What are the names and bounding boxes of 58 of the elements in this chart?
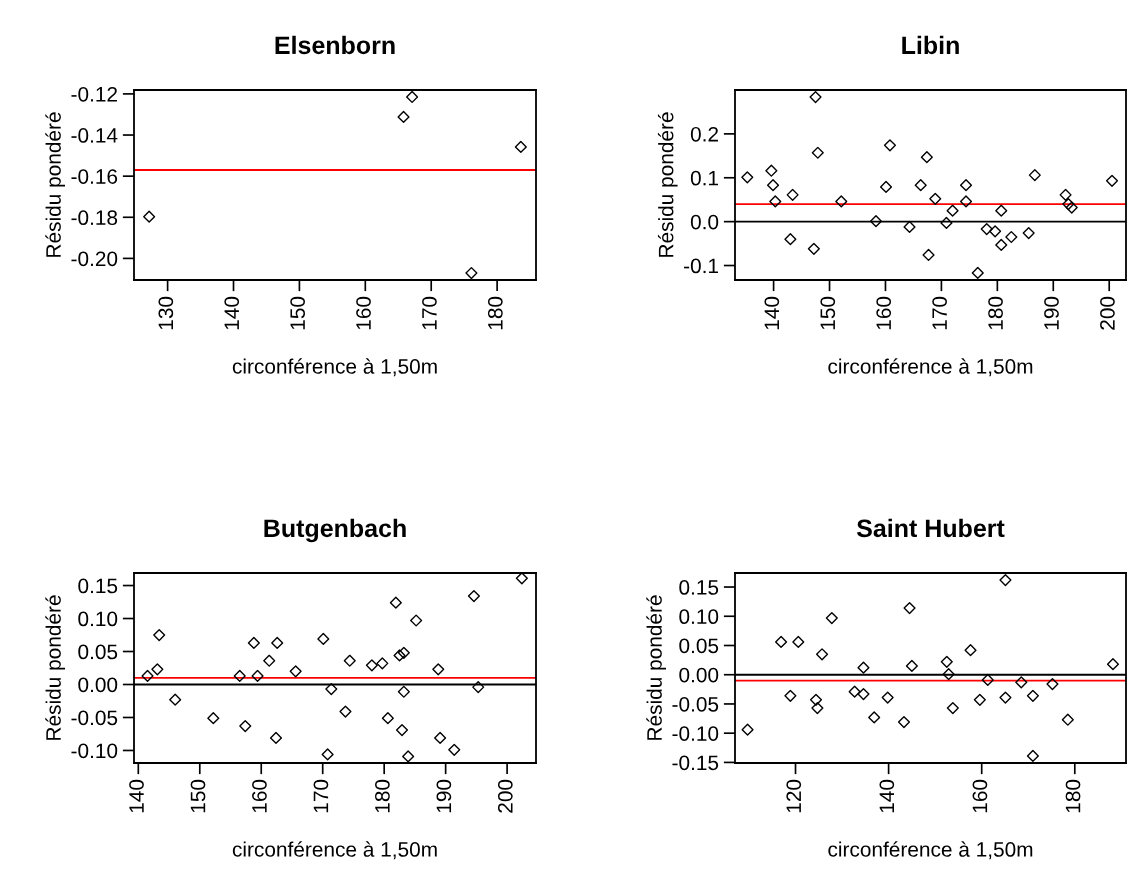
y-tick-label: 0.00 — [679, 667, 719, 683]
x-tick-label: 180 — [487, 296, 503, 330]
x-tick-label: 150 — [190, 779, 206, 813]
y-tick-label: -0.10 — [71, 743, 118, 759]
chart-title: Saint Hubert — [856, 518, 1005, 538]
y-tick-label: -0.12 — [71, 86, 117, 102]
x-tick-label: 170 — [313, 779, 329, 813]
x-tick-label: 200 — [1100, 296, 1115, 330]
y-tick-label: -0.05 — [672, 696, 719, 712]
y-tick-label: 0.10 — [679, 609, 719, 625]
y-tick-label: -0.1 — [684, 258, 719, 274]
y-axis-title: Résidu pondéré — [45, 112, 65, 257]
y-tick-label: 0.1 — [690, 170, 719, 186]
y-axis-title: Résidu pondéré — [45, 595, 65, 740]
x-axis-title: circonférence à 1,50m — [232, 841, 437, 860]
y-tick-label: 0.00 — [78, 677, 118, 693]
x-axis-title: circonférence à 1,50m — [828, 841, 1033, 860]
y-tick-label: -0.15 — [672, 755, 719, 771]
y-tick-label: 0.05 — [679, 638, 719, 654]
x-tick-label: 160 — [972, 779, 988, 813]
chart-title: Elsenborn — [275, 35, 395, 55]
y-tick-label: -0.16 — [71, 169, 118, 184]
x-tick-label: 140 — [129, 779, 144, 813]
chart-title: Libin — [902, 35, 959, 55]
y-tick-label: 0.05 — [78, 644, 118, 660]
y-tick-label: -0.10 — [672, 726, 719, 741]
x-tick-label: 150 — [820, 296, 836, 330]
x-tick-label: 140 — [879, 779, 895, 813]
x-tick-label: 180 — [375, 779, 390, 813]
x-tick-label: 150 — [290, 296, 306, 330]
y-tick-label: 0.0 — [690, 214, 719, 230]
x-tick-label: 160 — [356, 296, 371, 330]
x-tick-label: 190 — [436, 779, 452, 813]
x-tick-label: 180 — [1065, 779, 1081, 813]
x-axis-title: circonférence à 1,50m — [828, 358, 1033, 377]
x-tick-label: 190 — [1044, 296, 1059, 330]
y-tick-label: 0.2 — [690, 126, 718, 142]
x-tick-label: 170 — [422, 296, 437, 330]
x-tick-label: 140 — [764, 296, 780, 330]
y-axis-title: Résidu pondéré — [646, 595, 666, 740]
y-axis-title: Résidu pondéré — [657, 112, 678, 257]
x-tick-label: 120 — [786, 779, 802, 813]
y-tick-label: -0.05 — [71, 710, 118, 726]
chart-title: Butgenbach — [264, 518, 406, 543]
y-tick-label: -0.20 — [71, 251, 118, 267]
x-tick-label: 160 — [252, 779, 267, 813]
y-tick-label: 0.15 — [679, 580, 719, 595]
y-tick-label: 0.15 — [78, 578, 118, 594]
x-tick-label: 200 — [497, 779, 513, 813]
x-tick-label: 170 — [932, 296, 947, 330]
x-tick-label: 130 — [158, 296, 174, 330]
x-tick-label: 140 — [224, 296, 240, 330]
x-axis-title: circonférence à 1,50m — [232, 358, 437, 377]
x-tick-label: 160 — [876, 296, 892, 330]
y-tick-label: 0.10 — [78, 611, 118, 627]
x-tick-label: 180 — [988, 296, 1003, 330]
y-tick-label: -0.18 — [71, 210, 118, 226]
y-tick-label: -0.14 — [71, 128, 118, 143]
